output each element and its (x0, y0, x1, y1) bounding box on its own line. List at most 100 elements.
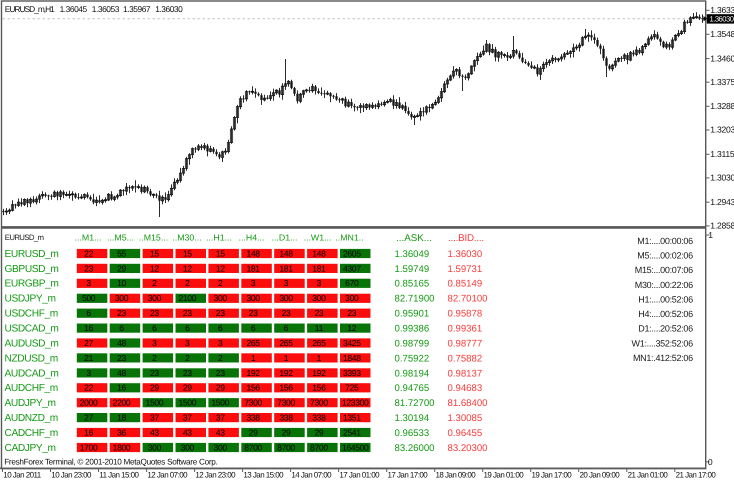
svg-text:17 Jan 17:00: 17 Jan 17:00 (388, 471, 429, 480)
svg-text:13 Jan 15:00: 13 Jan 15:00 (243, 471, 284, 480)
svg-text:36: 36 (117, 427, 126, 437)
svg-text:0.98799: 0.98799 (395, 338, 430, 349)
svg-text:23: 23 (183, 368, 192, 378)
svg-text:29: 29 (117, 263, 126, 273)
svg-text:USDCAD_m: USDCAD_m (5, 324, 59, 335)
svg-text:18 Jan 09:00: 18 Jan 09:00 (436, 471, 477, 480)
svg-text:USDJPY_m: USDJPY_m (5, 294, 56, 305)
svg-text:MN1:.412:52:06: MN1:.412:52:06 (633, 353, 693, 363)
svg-text:27: 27 (84, 338, 93, 348)
svg-text:12: 12 (183, 263, 192, 273)
svg-text:338: 338 (246, 413, 260, 423)
svg-text:AUDCAD_m: AUDCAD_m (5, 368, 59, 379)
svg-text:43: 43 (150, 427, 159, 437)
svg-text:192: 192 (312, 368, 326, 378)
svg-text:300: 300 (181, 442, 195, 452)
svg-text:22: 22 (84, 383, 93, 393)
svg-text:0.98194: 0.98194 (395, 368, 430, 379)
svg-text:300: 300 (279, 293, 293, 303)
svg-text:6: 6 (86, 308, 91, 318)
svg-text:148: 148 (312, 248, 326, 258)
svg-text:0.98137: 0.98137 (448, 368, 483, 379)
svg-text:10: 10 (117, 278, 126, 288)
svg-text:2: 2 (218, 353, 223, 363)
svg-text:1500: 1500 (178, 398, 196, 408)
svg-text:43: 43 (183, 427, 192, 437)
svg-text:H1:....00:52:06: H1:....00:52:06 (638, 295, 693, 305)
svg-text:M1:....00:00:06: M1:....00:00:06 (637, 236, 693, 246)
svg-text:37: 37 (183, 413, 192, 423)
svg-text:300: 300 (148, 442, 162, 452)
svg-text:81.68400: 81.68400 (448, 398, 488, 409)
svg-text:81.72700: 81.72700 (395, 398, 435, 409)
svg-text:2: 2 (152, 353, 157, 363)
svg-text:1.36030: 1.36030 (710, 15, 734, 24)
svg-text:1: 1 (284, 353, 289, 363)
svg-text:0.75882: 0.75882 (448, 353, 483, 364)
svg-text:1500: 1500 (146, 398, 164, 408)
svg-text:..MN1..: ..MN1.. (335, 233, 363, 243)
svg-text:156: 156 (312, 383, 326, 393)
svg-text:21: 21 (84, 353, 93, 363)
svg-text:M30:...00:22:06: M30:...00:22:06 (635, 280, 693, 290)
svg-text:29: 29 (314, 427, 323, 437)
svg-text:...M1...: ...M1... (75, 233, 102, 243)
svg-text:...W1...: ...W1... (304, 233, 332, 243)
svg-text:0.94683: 0.94683 (448, 383, 483, 394)
svg-text:3: 3 (86, 368, 91, 378)
svg-text:300: 300 (115, 293, 129, 303)
svg-text:1.35480: 1.35480 (710, 29, 734, 39)
svg-text:AUDJPY_m: AUDJPY_m (5, 398, 56, 409)
svg-text:8700: 8700 (244, 442, 262, 452)
svg-text:NZDUSD_m: NZDUSD_m (5, 353, 58, 364)
svg-text:23: 23 (150, 368, 159, 378)
svg-text:2: 2 (185, 278, 190, 288)
svg-text:...H1...: ...H1... (206, 233, 232, 243)
svg-text:20 Jan 09:00: 20 Jan 09:00 (580, 471, 621, 480)
svg-text:EURUSD_m: EURUSD_m (5, 249, 59, 260)
svg-text:EURGBP_m: EURGBP_m (5, 279, 59, 290)
svg-text:19 Jan 01:00: 19 Jan 01:00 (484, 471, 525, 480)
svg-text:83.26000: 83.26000 (395, 443, 435, 454)
svg-text:0.96533: 0.96533 (395, 428, 430, 439)
svg-text:2605: 2605 (343, 248, 361, 258)
svg-text:1.36030: 1.36030 (448, 249, 483, 260)
svg-text:19 Jan 17:00: 19 Jan 17:00 (532, 471, 573, 480)
svg-text:2200: 2200 (113, 398, 131, 408)
svg-text:16: 16 (84, 323, 93, 333)
svg-text:670: 670 (345, 278, 359, 288)
svg-text:300: 300 (312, 293, 326, 303)
svg-text:181: 181 (312, 263, 326, 273)
svg-text:1.32880: 1.32880 (710, 101, 734, 111)
svg-text:3: 3 (185, 338, 190, 348)
svg-text:300: 300 (246, 293, 260, 303)
svg-text:265: 265 (246, 338, 260, 348)
svg-text:265: 265 (279, 338, 293, 348)
svg-text:11: 11 (315, 323, 324, 333)
svg-text:3425: 3425 (343, 338, 361, 348)
svg-text:...D1...: ...D1... (272, 233, 298, 243)
svg-text:265: 265 (312, 338, 326, 348)
svg-text:6: 6 (185, 323, 190, 333)
svg-text:1848: 1848 (343, 353, 361, 363)
svg-text:1: 1 (251, 353, 256, 363)
svg-text:1.34605: 1.34605 (710, 53, 734, 63)
svg-text:29: 29 (216, 383, 225, 393)
svg-text:12: 12 (347, 323, 356, 333)
svg-text:18: 18 (117, 413, 126, 423)
svg-text:156: 156 (279, 383, 293, 393)
svg-text:6: 6 (119, 323, 124, 333)
svg-text:2541: 2541 (343, 427, 361, 437)
svg-text:2100: 2100 (178, 293, 196, 303)
svg-text:12: 12 (150, 263, 159, 273)
svg-text:1.28580: 1.28580 (710, 221, 734, 231)
svg-text:CADCHF_m: CADCHF_m (5, 428, 58, 439)
svg-text:23: 23 (183, 308, 192, 318)
svg-text:0.98777: 0.98777 (448, 338, 483, 349)
svg-text:156: 156 (246, 383, 260, 393)
svg-text:300: 300 (214, 293, 228, 303)
svg-text:1500: 1500 (211, 398, 229, 408)
svg-text:3: 3 (284, 278, 289, 288)
svg-text:83.20300: 83.20300 (448, 443, 488, 454)
svg-text:2: 2 (218, 278, 223, 288)
